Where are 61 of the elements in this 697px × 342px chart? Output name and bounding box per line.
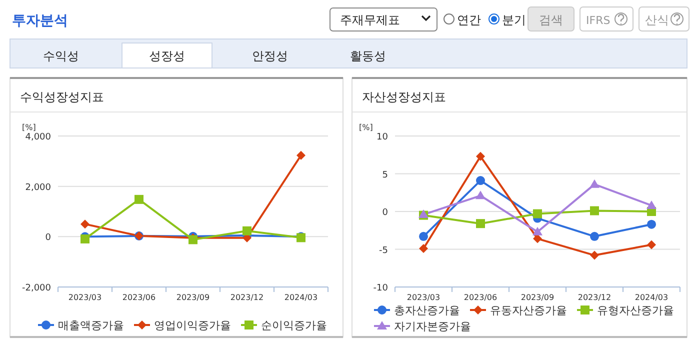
point <box>647 220 656 229</box>
text: 연간 <box>457 13 481 27</box>
y-axis-title: [%] <box>22 123 36 132</box>
legend-label: 매출액증가율 <box>58 319 124 332</box>
legend-label: 영업이익증가율 <box>154 319 231 332</box>
legend-label: 순이익증가율 <box>261 319 327 332</box>
point <box>533 209 542 218</box>
point <box>296 150 306 160</box>
point <box>590 179 600 188</box>
text: 분기 <box>502 13 526 27</box>
y-tick-label: -5 <box>379 246 388 256</box>
x-tick-label: 2023/12 <box>578 293 612 302</box>
point <box>533 234 542 244</box>
y-tick-label: 10 <box>376 132 388 142</box>
y-tick-label: 0 <box>45 233 52 244</box>
point <box>419 232 428 241</box>
point <box>476 152 485 161</box>
legend-label: 유형자산증가율 <box>597 304 674 317</box>
x-tick-label: 2023/09 <box>176 293 210 302</box>
legend-label: 유동자산증가율 <box>490 304 567 317</box>
text: 활동성 <box>350 49 386 63</box>
point <box>647 240 656 250</box>
point <box>646 200 656 209</box>
y-tick-label: -10 <box>373 284 388 294</box>
y-tick-label: 0 <box>382 208 388 218</box>
text: 수익성 <box>43 49 79 63</box>
chart-title: 수익성장성지표 <box>20 90 104 104</box>
point <box>134 194 144 204</box>
y-tick-label: 4,000 <box>25 132 52 142</box>
point <box>476 219 485 228</box>
point <box>532 226 542 236</box>
point <box>476 190 486 200</box>
text: IFRS <box>586 14 610 27</box>
point <box>242 226 252 236</box>
point <box>476 176 485 186</box>
text: 투자분석 <box>12 13 68 29</box>
y-tick-label: -2,000 <box>22 284 52 294</box>
point <box>419 244 428 253</box>
text: 검색 <box>539 13 563 27</box>
legend-label: 자기자본증가율 <box>394 320 471 333</box>
point <box>80 220 90 229</box>
point <box>590 206 599 216</box>
text: 산식 <box>645 13 669 27</box>
y-tick-label: 2,000 <box>25 182 52 193</box>
y-tick-label: 5 <box>382 170 388 180</box>
x-tick-label: 2024/03 <box>634 293 668 302</box>
chart-title: 자산성장성지표 <box>362 90 446 104</box>
x-tick-label: 2024/03 <box>284 293 318 302</box>
point <box>590 232 599 241</box>
x-tick-label: 2023/12 <box>230 293 264 302</box>
y-axis-title: [%] <box>359 123 373 132</box>
x-tick-label: 2023/06 <box>122 293 156 302</box>
x-tick-label: 2023/03 <box>68 293 102 302</box>
legend-label: 총자산증가율 <box>394 304 460 317</box>
text: 주재무제표 <box>340 13 400 27</box>
x-tick-label: 2023/09 <box>520 293 554 302</box>
text: 안정성 <box>252 49 288 63</box>
x-tick-label: 2023/06 <box>464 293 498 302</box>
text: 성장성 <box>149 49 185 63</box>
x-tick-label: 2023/03 <box>406 293 440 302</box>
point <box>590 250 599 260</box>
